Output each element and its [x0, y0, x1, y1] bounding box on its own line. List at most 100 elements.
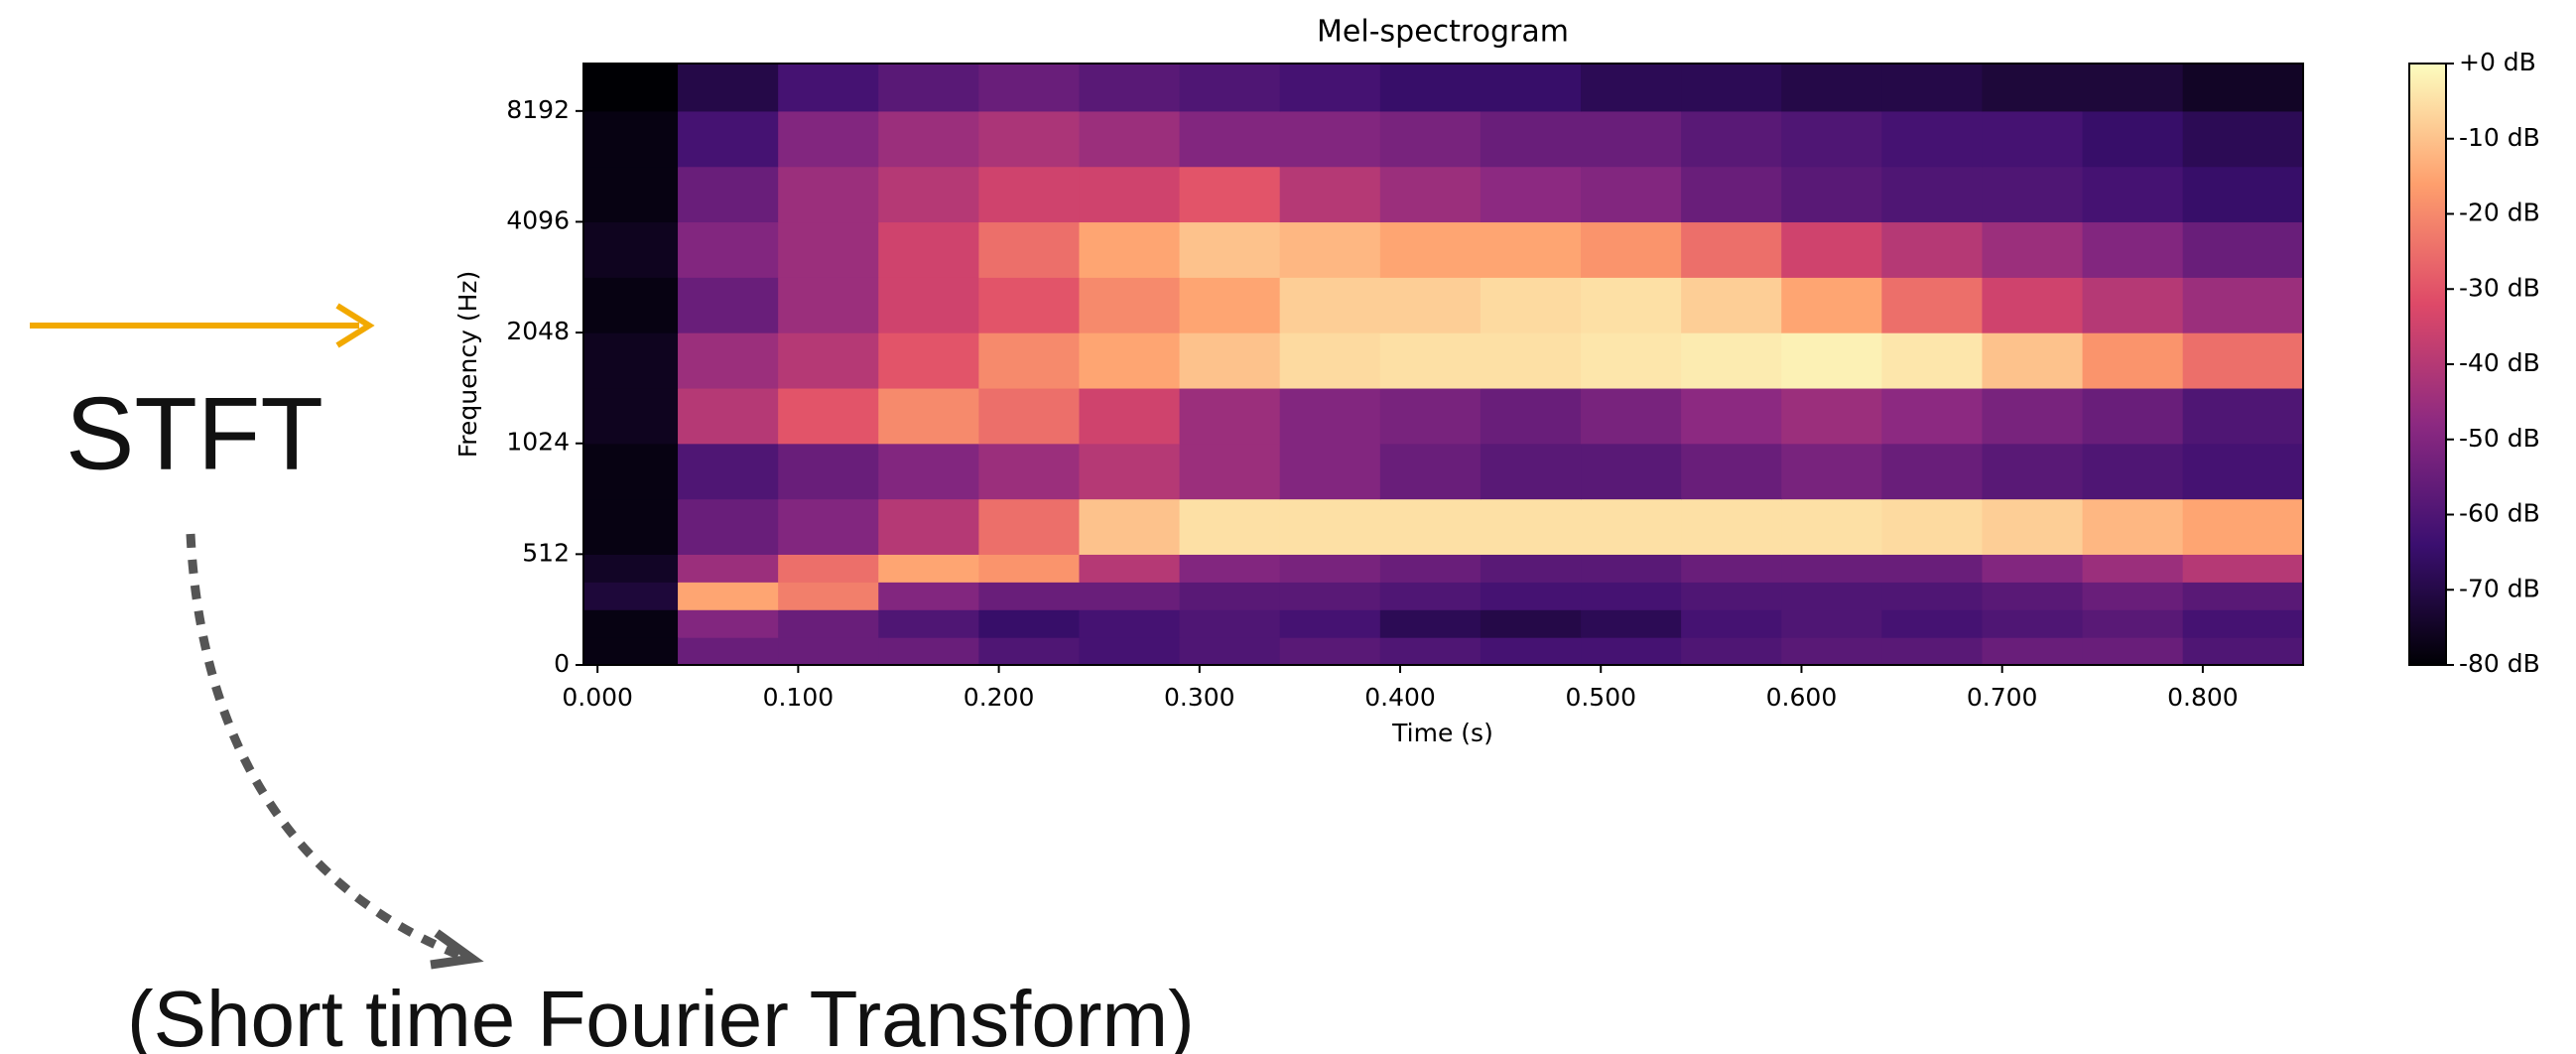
cell	[1079, 443, 1181, 500]
cell	[978, 221, 1081, 278]
cell	[1079, 64, 1181, 112]
cell	[583, 277, 679, 333]
colorbar-tick-label: -40 dB	[2459, 348, 2540, 377]
cell	[778, 277, 879, 333]
cell	[1379, 637, 1481, 666]
cell	[778, 498, 879, 555]
cell	[878, 387, 979, 445]
cell	[878, 609, 979, 638]
cell	[1079, 637, 1181, 666]
cell	[778, 554, 879, 583]
cell	[1881, 498, 1984, 555]
cell	[678, 637, 779, 666]
cell	[1982, 166, 2084, 223]
cell	[1079, 332, 1181, 389]
cell	[2082, 277, 2184, 333]
cell	[1781, 277, 1882, 333]
x-tick-label: 0.800	[2167, 683, 2239, 712]
x-tick-label: 0.400	[1364, 683, 1436, 712]
cell	[1581, 332, 1682, 389]
cell	[1881, 166, 1984, 223]
cell	[583, 443, 679, 500]
cell	[1279, 332, 1381, 389]
cell	[2182, 498, 2304, 555]
cell	[1581, 609, 1682, 638]
dashed-arrow	[186, 533, 460, 960]
cell	[1881, 277, 1984, 333]
cell	[778, 110, 879, 168]
cell	[1379, 443, 1481, 500]
cell	[1379, 64, 1481, 112]
colorbar-tick-label: -20 dB	[2459, 198, 2540, 227]
x-tick-label: 0.700	[1967, 683, 2038, 712]
cell	[2082, 609, 2184, 638]
cell	[1179, 64, 1281, 112]
cell	[1480, 110, 1582, 168]
x-tick-label: 0.600	[1766, 683, 1838, 712]
cell	[1079, 110, 1181, 168]
cell	[1881, 637, 1984, 666]
cell	[1480, 387, 1582, 445]
cell	[1279, 387, 1381, 445]
cell	[2182, 387, 2304, 445]
x-tick-label: 0.200	[964, 683, 1035, 712]
cell	[2082, 221, 2184, 278]
cell	[1179, 332, 1281, 389]
cell	[1079, 582, 1181, 610]
cell	[1279, 637, 1381, 666]
cell	[978, 166, 1081, 223]
cell	[1279, 277, 1381, 333]
cell	[1681, 609, 1782, 638]
dashed-arrow-head	[430, 929, 484, 970]
x-tick-label: 0.100	[763, 683, 835, 712]
cell	[1581, 387, 1682, 445]
cell	[778, 332, 879, 389]
y-tick-label: 512	[522, 538, 570, 567]
cell	[878, 221, 979, 278]
cell	[1379, 277, 1481, 333]
cell	[1079, 221, 1181, 278]
cell	[1379, 609, 1481, 638]
cell	[2182, 64, 2304, 112]
cell	[1279, 443, 1381, 500]
cell	[878, 443, 979, 500]
cell	[1881, 332, 1984, 389]
cell	[978, 498, 1081, 555]
cell	[1379, 554, 1481, 583]
cell	[878, 166, 979, 223]
cell	[1279, 110, 1381, 168]
cell	[1279, 582, 1381, 610]
cell	[1279, 498, 1381, 555]
cell	[1881, 64, 1984, 112]
cell	[1982, 498, 2084, 555]
cell	[1480, 64, 1582, 112]
cell	[1581, 64, 1682, 112]
cell	[2182, 609, 2304, 638]
cell	[1480, 582, 1582, 610]
cell	[1781, 387, 1882, 445]
cell	[1480, 443, 1582, 500]
cell	[1881, 443, 1984, 500]
cell	[1982, 277, 2084, 333]
cell	[1279, 554, 1381, 583]
cell	[1681, 582, 1782, 610]
cell	[1179, 554, 1281, 583]
cell	[1581, 582, 1682, 610]
cell	[2182, 443, 2304, 500]
cell	[1179, 637, 1281, 666]
colorbar-tick-label: -30 dB	[2459, 273, 2540, 302]
cell	[1681, 166, 1782, 223]
cell	[1982, 332, 2084, 389]
cell	[678, 387, 779, 445]
cell	[1881, 221, 1984, 278]
cell	[1781, 443, 1882, 500]
arrow-head	[335, 303, 375, 348]
cell	[1781, 582, 1882, 610]
cell	[1581, 221, 1682, 278]
cell	[1179, 498, 1281, 555]
cell	[1581, 110, 1682, 168]
cell	[678, 221, 779, 278]
cell	[1681, 221, 1782, 278]
cell	[1480, 609, 1582, 638]
cell	[1379, 582, 1481, 610]
